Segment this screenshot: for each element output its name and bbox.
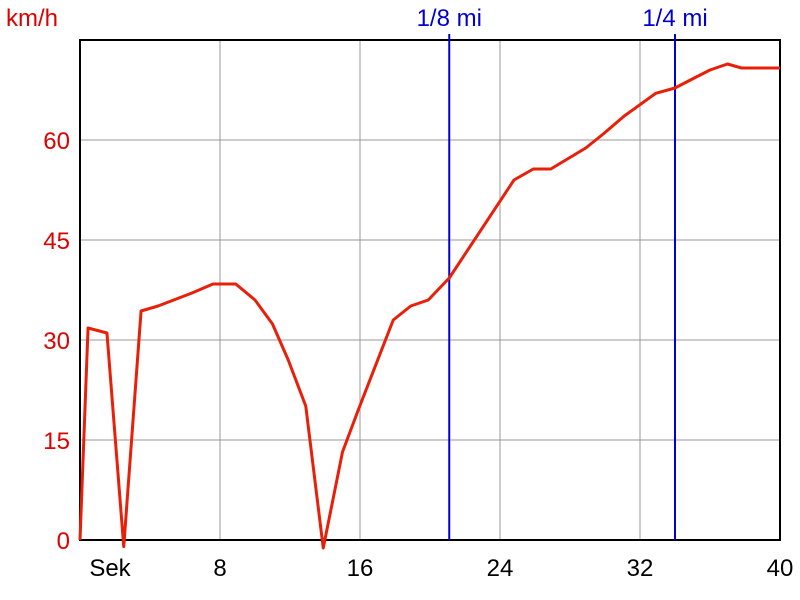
y-tick-label: 30 [43, 328, 70, 355]
distance-marker-label: 1/8 mi [417, 5, 482, 32]
x-tick-label: 32 [627, 555, 654, 582]
x-tick-label: 16 [347, 555, 374, 582]
y-axis-label: km/h [6, 5, 58, 32]
y-tick-label: 0 [57, 528, 70, 555]
y-tick-label: 60 [43, 128, 70, 155]
y-tick-label: 15 [43, 428, 70, 455]
plot-frame [79, 39, 781, 541]
distance-marker-label: 1/4 mi [642, 5, 707, 32]
speed-line [78, 62, 780, 550]
x-tick-label: 8 [213, 555, 226, 582]
y-tick-label: 45 [43, 228, 70, 255]
x-tick-label: 24 [487, 555, 514, 582]
x-tick-label: 40 [767, 555, 794, 582]
x-axis-label: Sek [89, 555, 131, 582]
